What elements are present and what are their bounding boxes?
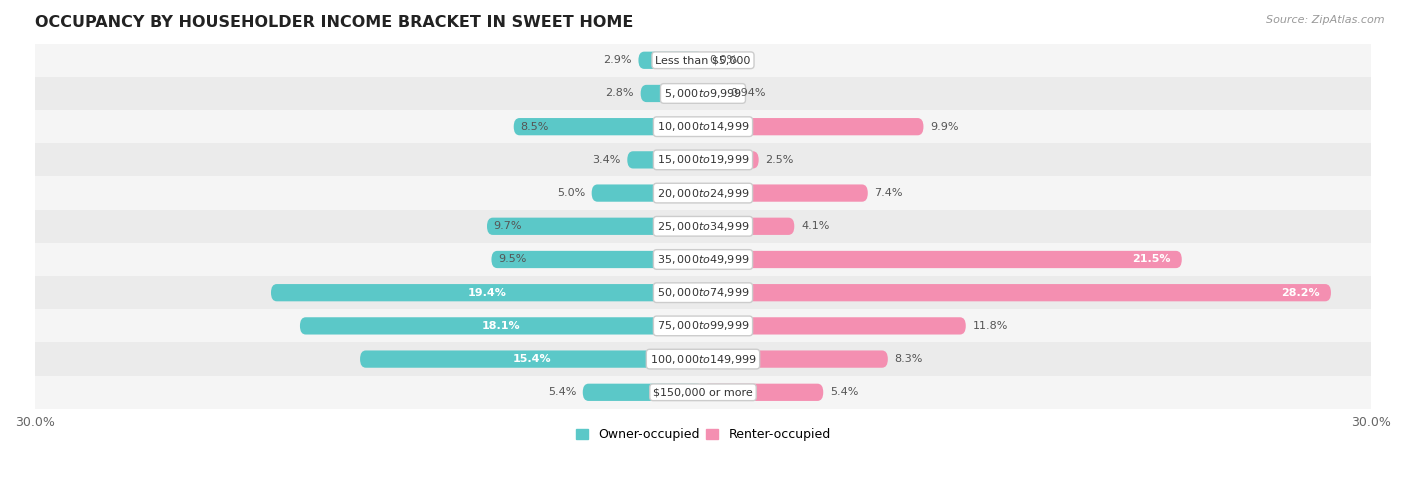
Text: 3.4%: 3.4% bbox=[592, 155, 620, 165]
FancyBboxPatch shape bbox=[703, 118, 924, 135]
FancyBboxPatch shape bbox=[627, 151, 703, 169]
Bar bbox=[35, 342, 1371, 375]
Bar bbox=[35, 143, 1371, 176]
FancyBboxPatch shape bbox=[486, 218, 703, 235]
FancyBboxPatch shape bbox=[703, 185, 868, 202]
FancyBboxPatch shape bbox=[703, 351, 887, 368]
Bar bbox=[35, 243, 1371, 276]
FancyBboxPatch shape bbox=[703, 284, 1331, 301]
Text: 4.1%: 4.1% bbox=[801, 221, 830, 231]
FancyBboxPatch shape bbox=[582, 384, 703, 401]
FancyBboxPatch shape bbox=[703, 218, 794, 235]
Text: $25,000 to $34,999: $25,000 to $34,999 bbox=[657, 220, 749, 233]
Bar bbox=[35, 44, 1371, 77]
FancyBboxPatch shape bbox=[513, 118, 703, 135]
Text: $100,000 to $149,999: $100,000 to $149,999 bbox=[650, 353, 756, 366]
FancyBboxPatch shape bbox=[360, 351, 703, 368]
Bar bbox=[35, 77, 1371, 110]
FancyBboxPatch shape bbox=[703, 85, 724, 102]
Text: 18.1%: 18.1% bbox=[482, 321, 520, 331]
Text: $150,000 or more: $150,000 or more bbox=[654, 387, 752, 397]
Text: Source: ZipAtlas.com: Source: ZipAtlas.com bbox=[1267, 15, 1385, 25]
Text: 21.5%: 21.5% bbox=[1132, 255, 1171, 264]
Text: OCCUPANCY BY HOUSEHOLDER INCOME BRACKET IN SWEET HOME: OCCUPANCY BY HOUSEHOLDER INCOME BRACKET … bbox=[35, 15, 633, 30]
Text: 7.4%: 7.4% bbox=[875, 188, 903, 198]
Text: $75,000 to $99,999: $75,000 to $99,999 bbox=[657, 319, 749, 333]
Bar bbox=[35, 375, 1371, 409]
FancyBboxPatch shape bbox=[703, 384, 824, 401]
Text: 0.0%: 0.0% bbox=[710, 55, 738, 65]
Text: 5.0%: 5.0% bbox=[557, 188, 585, 198]
FancyBboxPatch shape bbox=[703, 251, 1182, 268]
Text: $15,000 to $19,999: $15,000 to $19,999 bbox=[657, 153, 749, 167]
Text: 2.5%: 2.5% bbox=[765, 155, 794, 165]
Text: $50,000 to $74,999: $50,000 to $74,999 bbox=[657, 286, 749, 299]
Text: $35,000 to $49,999: $35,000 to $49,999 bbox=[657, 253, 749, 266]
Bar bbox=[35, 110, 1371, 143]
Bar bbox=[35, 309, 1371, 342]
FancyBboxPatch shape bbox=[492, 251, 703, 268]
Text: 5.4%: 5.4% bbox=[830, 387, 858, 397]
Text: 8.5%: 8.5% bbox=[520, 122, 548, 131]
FancyBboxPatch shape bbox=[641, 85, 703, 102]
FancyBboxPatch shape bbox=[271, 284, 703, 301]
FancyBboxPatch shape bbox=[638, 52, 703, 69]
Legend: Owner-occupied, Renter-occupied: Owner-occupied, Renter-occupied bbox=[571, 424, 835, 447]
FancyBboxPatch shape bbox=[703, 317, 966, 335]
Text: 28.2%: 28.2% bbox=[1281, 288, 1320, 298]
FancyBboxPatch shape bbox=[592, 185, 703, 202]
FancyBboxPatch shape bbox=[703, 151, 759, 169]
Text: Less than $5,000: Less than $5,000 bbox=[655, 55, 751, 65]
Text: 11.8%: 11.8% bbox=[973, 321, 1008, 331]
Text: $10,000 to $14,999: $10,000 to $14,999 bbox=[657, 120, 749, 133]
Text: 0.94%: 0.94% bbox=[731, 89, 766, 98]
Text: 15.4%: 15.4% bbox=[512, 354, 551, 364]
Text: 9.7%: 9.7% bbox=[494, 221, 522, 231]
Text: 2.9%: 2.9% bbox=[603, 55, 631, 65]
Text: 19.4%: 19.4% bbox=[468, 288, 506, 298]
FancyBboxPatch shape bbox=[299, 317, 703, 335]
Text: $5,000 to $9,999: $5,000 to $9,999 bbox=[664, 87, 742, 100]
Text: 9.9%: 9.9% bbox=[931, 122, 959, 131]
Bar bbox=[35, 210, 1371, 243]
Text: 5.4%: 5.4% bbox=[548, 387, 576, 397]
Text: 2.8%: 2.8% bbox=[606, 89, 634, 98]
Bar bbox=[35, 176, 1371, 210]
Text: $20,000 to $24,999: $20,000 to $24,999 bbox=[657, 187, 749, 200]
Text: 9.5%: 9.5% bbox=[498, 255, 526, 264]
Bar bbox=[35, 276, 1371, 309]
Text: 8.3%: 8.3% bbox=[894, 354, 922, 364]
